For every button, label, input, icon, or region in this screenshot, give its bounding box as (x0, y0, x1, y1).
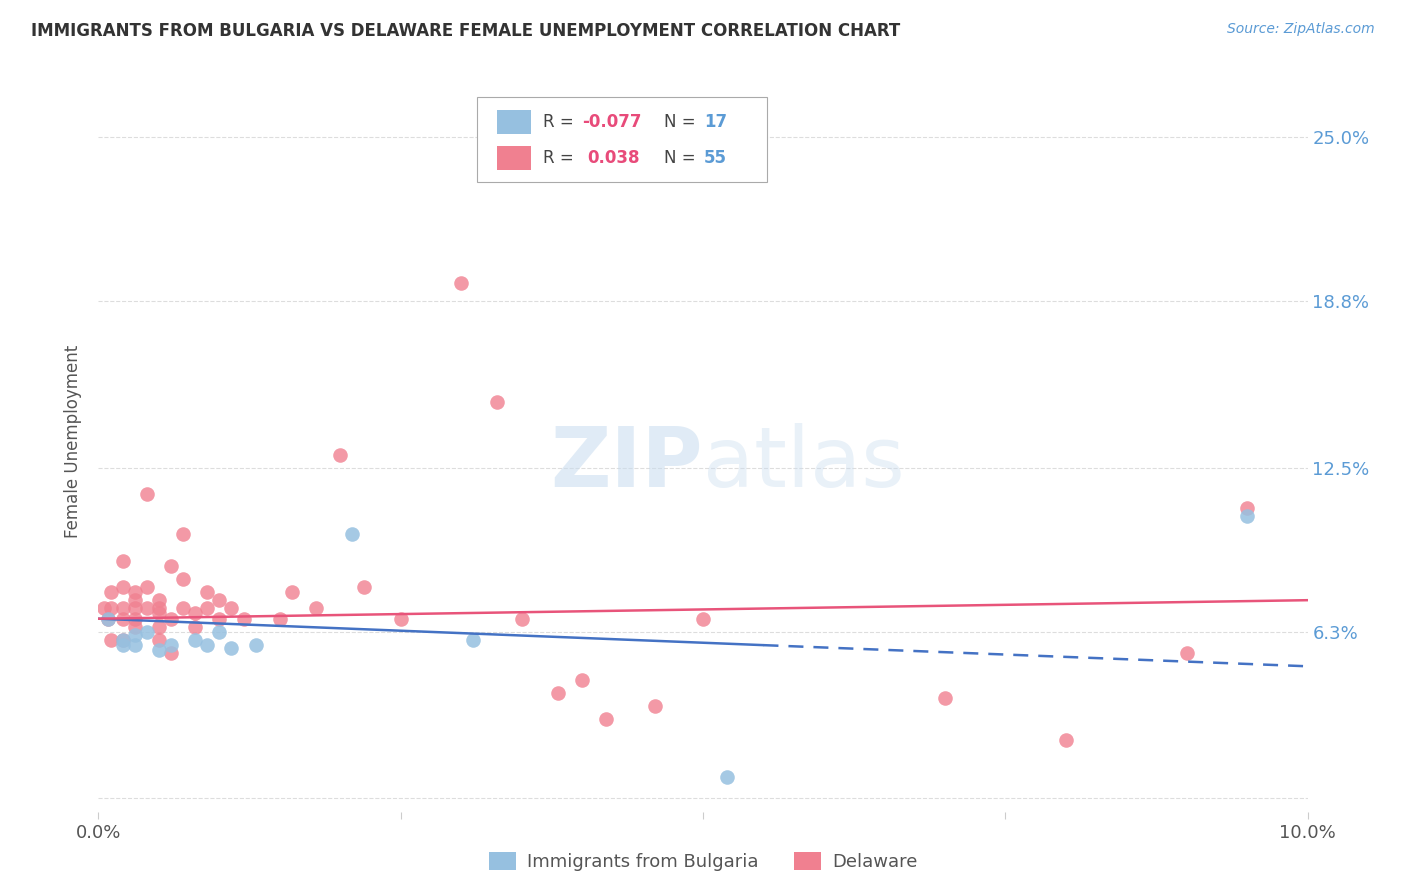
Point (148, 601, 170, 615)
Point (342, 527, 364, 541)
Point (111, 638, 134, 652)
Point (184, 632, 207, 647)
Point (111, 580, 134, 594)
Text: N =: N = (664, 112, 702, 131)
Text: Source: ZipAtlas.com: Source: ZipAtlas.com (1227, 22, 1375, 37)
Point (644, 698, 666, 713)
Point (195, 601, 218, 615)
Point (135, 580, 157, 594)
Point (148, 607, 170, 621)
Point (135, 601, 157, 615)
Point (111, 601, 134, 615)
Point (221, 601, 243, 615)
Point (148, 632, 170, 647)
Point (135, 487, 157, 501)
Point (111, 612, 134, 626)
Point (1236, 500, 1258, 515)
Point (124, 601, 146, 615)
Point (124, 627, 146, 641)
Point (124, 638, 146, 652)
Point (208, 624, 231, 639)
Point (97, 612, 120, 626)
Point (716, 770, 738, 784)
Point (486, 395, 509, 409)
Point (148, 593, 170, 607)
Text: 17: 17 (704, 112, 727, 131)
Point (245, 638, 267, 652)
Point (1175, 646, 1198, 660)
Point (111, 632, 134, 647)
Point (208, 593, 231, 607)
Point (172, 527, 194, 541)
Text: 55: 55 (704, 149, 727, 167)
Point (93, 601, 115, 615)
Point (124, 612, 146, 626)
Point (172, 572, 194, 586)
Point (100, 585, 122, 599)
Point (97, 612, 120, 626)
Point (160, 612, 183, 626)
Point (195, 638, 218, 652)
Legend: Immigrants from Bulgaria, Delaware: Immigrants from Bulgaria, Delaware (481, 845, 925, 879)
Point (100, 632, 122, 647)
Point (389, 612, 412, 626)
Point (692, 612, 714, 626)
Point (100, 601, 122, 615)
Point (353, 580, 375, 594)
Point (184, 607, 207, 621)
Text: N =: N = (664, 149, 702, 167)
Text: IMMIGRANTS FROM BULGARIA VS DELAWARE FEMALE UNEMPLOYMENT CORRELATION CHART: IMMIGRANTS FROM BULGARIA VS DELAWARE FEM… (31, 22, 900, 40)
Point (111, 553, 134, 567)
Point (934, 691, 956, 706)
Point (135, 624, 157, 639)
Point (148, 643, 170, 657)
Text: R =: R = (543, 112, 579, 131)
Point (269, 612, 291, 626)
Point (450, 276, 472, 290)
Point (232, 612, 254, 626)
Text: 0.038: 0.038 (586, 149, 640, 167)
Y-axis label: Female Unemployment: Female Unemployment (65, 345, 83, 538)
FancyBboxPatch shape (498, 110, 531, 134)
Point (329, 448, 352, 462)
Point (184, 620, 207, 634)
Point (1236, 508, 1258, 523)
Point (160, 558, 183, 573)
Point (111, 632, 134, 647)
Point (510, 612, 533, 626)
Text: R =: R = (543, 149, 585, 167)
Point (595, 712, 617, 726)
Point (1054, 733, 1077, 747)
Point (124, 593, 146, 607)
Point (305, 601, 328, 615)
Text: atlas: atlas (703, 423, 904, 504)
Point (208, 612, 231, 626)
Point (195, 585, 218, 599)
Point (571, 673, 593, 687)
Point (281, 585, 304, 599)
Text: ZIP: ZIP (551, 423, 703, 504)
Point (124, 585, 146, 599)
Point (124, 620, 146, 634)
Point (160, 646, 183, 660)
Point (148, 620, 170, 634)
Text: -0.077: -0.077 (582, 112, 641, 131)
Point (172, 601, 194, 615)
Point (160, 638, 183, 652)
Point (463, 632, 485, 647)
Point (547, 686, 569, 700)
FancyBboxPatch shape (498, 146, 531, 169)
FancyBboxPatch shape (477, 97, 768, 183)
Point (221, 640, 243, 655)
